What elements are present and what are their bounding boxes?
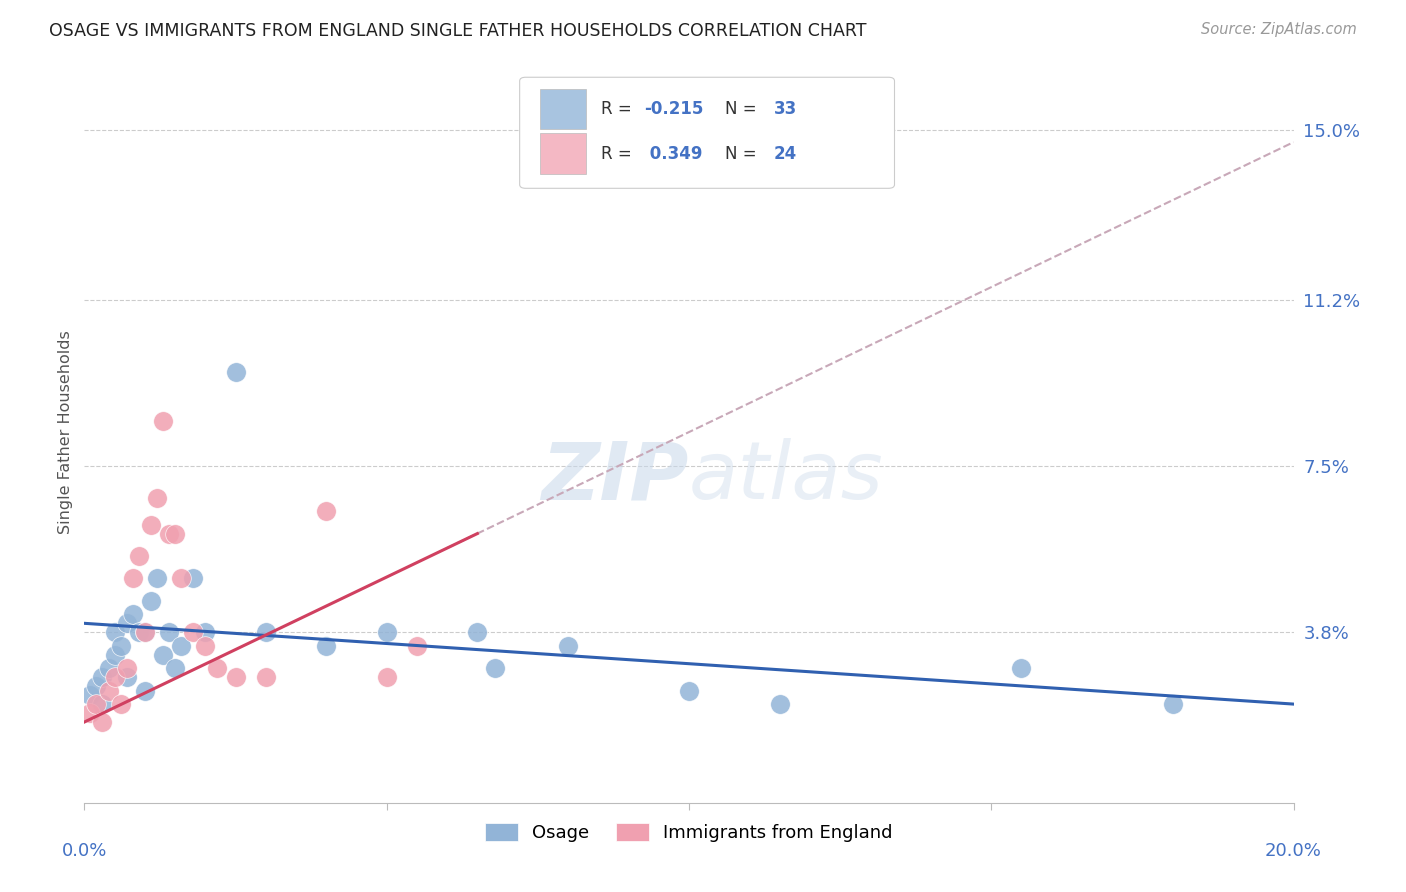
Point — [121, 607, 143, 622]
Point — [146, 571, 169, 585]
Point — [225, 365, 247, 379]
Point — [557, 639, 579, 653]
Point — [91, 670, 114, 684]
Point — [484, 661, 506, 675]
Point — [97, 683, 120, 698]
Point — [91, 697, 114, 711]
Text: R =: R = — [600, 100, 637, 118]
Point — [104, 625, 127, 640]
Point — [97, 661, 120, 675]
Point — [134, 625, 156, 640]
Point — [110, 697, 132, 711]
Point — [121, 571, 143, 585]
Point — [134, 625, 156, 640]
Point — [170, 571, 193, 585]
Point — [128, 625, 150, 640]
Point — [769, 697, 792, 711]
Point — [104, 648, 127, 662]
Point — [194, 625, 217, 640]
Text: 0.349: 0.349 — [644, 145, 703, 162]
Point — [86, 679, 108, 693]
Point — [139, 594, 162, 608]
Point — [165, 526, 187, 541]
Point — [254, 625, 277, 640]
Point — [315, 504, 337, 518]
Y-axis label: Single Father Households: Single Father Households — [58, 331, 73, 534]
Point — [157, 625, 180, 640]
Point — [1161, 697, 1184, 711]
Text: 24: 24 — [773, 145, 797, 162]
Text: ZIP: ZIP — [541, 438, 689, 516]
Point — [86, 697, 108, 711]
Text: OSAGE VS IMMIGRANTS FROM ENGLAND SINGLE FATHER HOUSEHOLDS CORRELATION CHART: OSAGE VS IMMIGRANTS FROM ENGLAND SINGLE … — [49, 22, 866, 40]
Point — [194, 639, 217, 653]
Point — [115, 670, 138, 684]
Bar — [540, 133, 586, 174]
Point — [315, 639, 337, 653]
Point — [152, 414, 174, 428]
Point — [181, 571, 204, 585]
Point — [165, 661, 187, 675]
Point — [1011, 661, 1033, 675]
Point — [79, 706, 101, 720]
Point — [115, 661, 138, 675]
Text: 0.0%: 0.0% — [62, 842, 107, 860]
Point — [157, 526, 180, 541]
Point — [139, 517, 162, 532]
Point — [254, 670, 277, 684]
Point — [375, 670, 398, 684]
Point — [110, 639, 132, 653]
Text: -0.215: -0.215 — [644, 100, 703, 118]
Point — [115, 616, 138, 631]
Point — [91, 714, 114, 729]
Point — [146, 491, 169, 505]
Text: N =: N = — [725, 145, 762, 162]
Point — [134, 683, 156, 698]
Point — [128, 549, 150, 563]
FancyBboxPatch shape — [520, 78, 894, 188]
Bar — [540, 88, 586, 129]
Text: 20.0%: 20.0% — [1265, 842, 1322, 860]
Text: N =: N = — [725, 100, 762, 118]
Point — [79, 688, 101, 702]
Point — [406, 639, 429, 653]
Point — [467, 625, 489, 640]
Text: 33: 33 — [773, 100, 797, 118]
Text: Source: ZipAtlas.com: Source: ZipAtlas.com — [1201, 22, 1357, 37]
Point — [152, 648, 174, 662]
Point — [225, 670, 247, 684]
Point — [207, 661, 229, 675]
Legend: Osage, Immigrants from England: Osage, Immigrants from England — [478, 815, 900, 849]
Point — [375, 625, 398, 640]
Point — [104, 670, 127, 684]
Point — [678, 683, 700, 698]
Point — [181, 625, 204, 640]
Text: atlas: atlas — [689, 438, 884, 516]
Point — [170, 639, 193, 653]
Text: R =: R = — [600, 145, 637, 162]
